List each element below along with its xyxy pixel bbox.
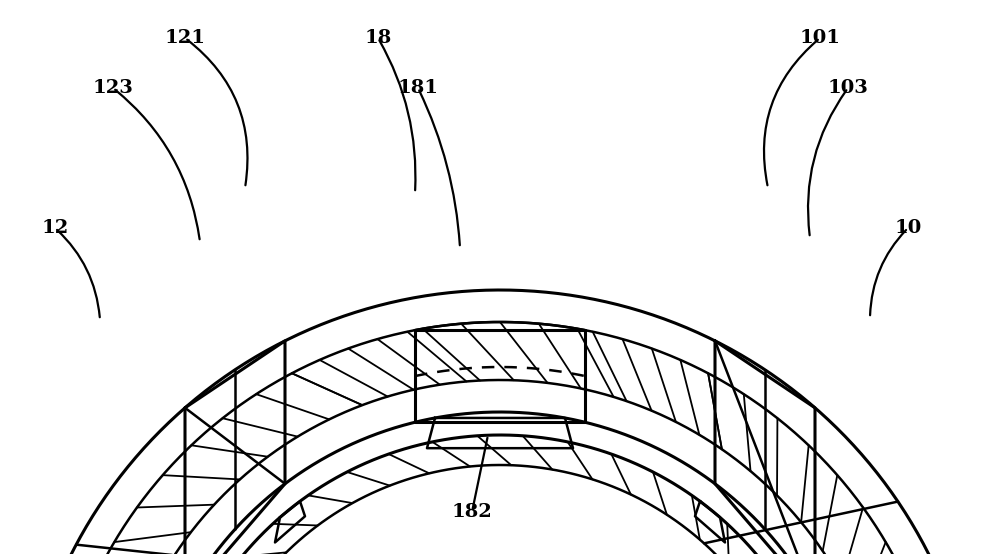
Text: 101: 101 [800,29,840,47]
Text: 18: 18 [364,29,392,47]
Text: 181: 181 [398,79,438,97]
Text: 10: 10 [894,219,922,237]
Text: 12: 12 [41,219,69,237]
Text: 103: 103 [828,79,868,97]
Text: 123: 123 [93,79,133,97]
Text: 182: 182 [452,503,492,521]
Text: 121: 121 [164,29,206,47]
